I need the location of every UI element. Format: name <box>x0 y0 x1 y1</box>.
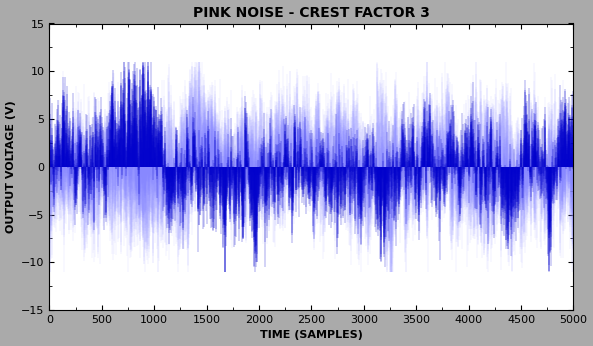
Title: PINK NOISE - CREST FACTOR 3: PINK NOISE - CREST FACTOR 3 <box>193 6 430 20</box>
Y-axis label: OUTPUT VOLTAGE (V): OUTPUT VOLTAGE (V) <box>5 100 15 233</box>
X-axis label: TIME (SAMPLES): TIME (SAMPLES) <box>260 330 363 340</box>
